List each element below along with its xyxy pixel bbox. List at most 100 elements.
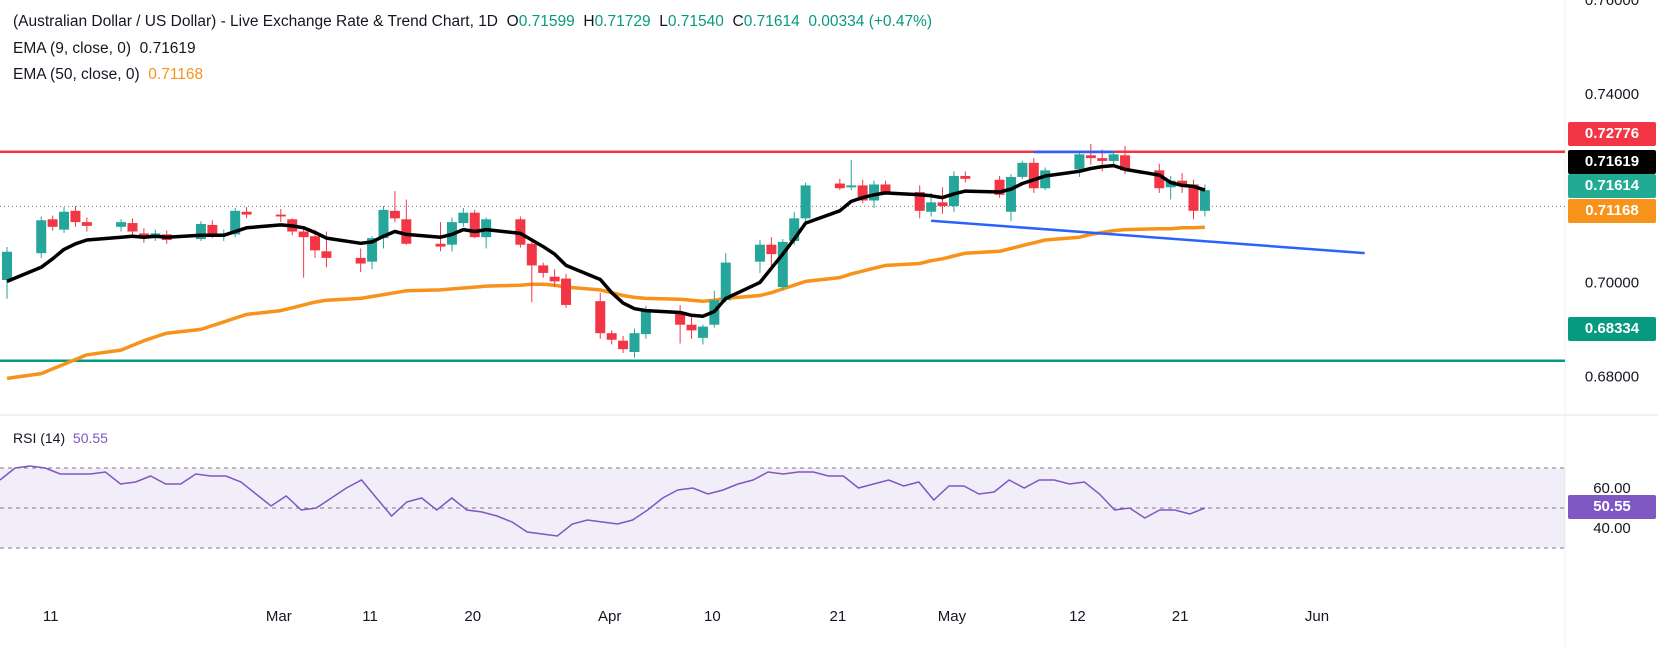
- candle-body: [857, 185, 868, 201]
- candle: [606, 330, 617, 345]
- candle-body: [789, 218, 800, 241]
- candle: [116, 219, 127, 232]
- high-label: H: [583, 13, 595, 30]
- candle-body: [1177, 180, 1188, 185]
- candle: [1085, 144, 1096, 165]
- rsi-legend[interactable]: RSI (14) 50.55: [13, 430, 108, 446]
- candle-body: [207, 224, 218, 235]
- candle: [526, 239, 537, 303]
- time-tick-label: 11: [43, 608, 59, 625]
- rsi-value: 50.55: [72, 430, 108, 446]
- time-tick-label: 20: [464, 608, 481, 625]
- candle: [937, 187, 948, 214]
- candle: [1154, 163, 1165, 193]
- candle: [378, 206, 389, 249]
- price-tag: 0.71614: [1568, 174, 1656, 198]
- candle: [59, 207, 70, 233]
- time-tick-label: 21: [829, 608, 846, 625]
- candle-body: [275, 214, 286, 217]
- ema50-label: EMA (50, close, 0): [13, 66, 140, 83]
- candle-body: [1120, 155, 1131, 171]
- time-axis: 11 Mar 11 20 Apr 10 21 May 12 21 Jun: [43, 608, 1329, 625]
- candle: [549, 269, 560, 288]
- candle-body: [81, 222, 92, 226]
- low-label: L: [659, 13, 668, 30]
- candle: [275, 208, 286, 223]
- ema50-line: [6, 225, 1205, 381]
- candle-body: [435, 243, 446, 247]
- candle-body: [994, 179, 1005, 195]
- candle: [561, 273, 572, 308]
- open-value: 0.71599: [518, 13, 575, 30]
- chart-header-legend: (Australian Dollar / US Dollar) - Live E…: [13, 13, 932, 31]
- candle: [766, 237, 777, 272]
- candle-body: [1028, 162, 1039, 189]
- candle: [1177, 173, 1188, 193]
- candle-body: [241, 211, 252, 215]
- ema9-path: [6, 163, 1206, 318]
- candle-body: [948, 176, 959, 207]
- candle-body: [367, 238, 378, 262]
- candle: [241, 207, 252, 219]
- candle: [70, 206, 81, 227]
- candle-body: [1040, 170, 1051, 189]
- candle-body: [389, 210, 400, 219]
- candle-body: [469, 212, 480, 238]
- candle: [914, 185, 925, 219]
- candle: [686, 316, 697, 339]
- candle-body: [2, 251, 12, 280]
- ema50-legend[interactable]: EMA (50, close, 0) 0.71168: [13, 66, 203, 84]
- candle-body: [1199, 190, 1210, 211]
- candle: [458, 208, 469, 227]
- time-tick-label: May: [938, 608, 967, 625]
- time-tick-label: Apr: [598, 608, 621, 625]
- price-tick-label: 0.76000: [1585, 0, 1639, 9]
- candle: [960, 171, 971, 183]
- candle-body: [561, 278, 572, 305]
- candle-body: [846, 185, 857, 188]
- close-label: C: [732, 13, 744, 30]
- candle-body: [606, 333, 617, 340]
- trend-lines: [931, 150, 1365, 255]
- price-tag: 0.71168: [1568, 199, 1656, 223]
- ema9-value: 0.71619: [139, 40, 196, 57]
- candle-body: [116, 222, 127, 227]
- candle-body: [1108, 154, 1119, 161]
- candle: [2, 247, 12, 299]
- candle-body: [640, 311, 651, 335]
- candle-body: [1154, 170, 1165, 189]
- change-value: 0.00334: [808, 13, 865, 30]
- low-value: 0.71540: [667, 13, 724, 30]
- candle-body: [36, 220, 47, 254]
- candle-body: [697, 326, 708, 338]
- candle-body: [538, 265, 549, 273]
- candle-body: [47, 219, 58, 227]
- candle-body: [675, 312, 686, 325]
- candle-body: [549, 276, 560, 282]
- price-axis: 0.76000 0.74000 0.70000 0.68000 60.00 40.00: [1585, 0, 1639, 537]
- candle: [81, 217, 92, 232]
- candle-body: [310, 236, 321, 251]
- candle-body: [355, 257, 366, 264]
- candle-body: [1188, 184, 1199, 211]
- candle: [1040, 167, 1051, 191]
- candle-body: [1017, 162, 1028, 177]
- price-tag: 0.72776: [1568, 122, 1656, 146]
- price-tick-label: 0.74000: [1585, 86, 1639, 103]
- candle-body: [880, 184, 891, 192]
- candle: [1005, 174, 1016, 222]
- rsi-pane: [0, 467, 1565, 549]
- candle-body: [59, 211, 70, 230]
- candle-body: [1074, 154, 1085, 170]
- time-tick-label: 12: [1069, 608, 1086, 625]
- rsi-line: [0, 465, 1206, 537]
- candle: [389, 191, 400, 223]
- candle: [846, 160, 857, 191]
- candle: [994, 176, 1005, 198]
- time-tick-label: 21: [1172, 608, 1189, 625]
- ema9-legend[interactable]: EMA (9, close, 0) 0.71619: [13, 40, 196, 58]
- high-value: 0.71729: [594, 13, 651, 30]
- rsi-value-tag: 50.55: [1568, 494, 1656, 519]
